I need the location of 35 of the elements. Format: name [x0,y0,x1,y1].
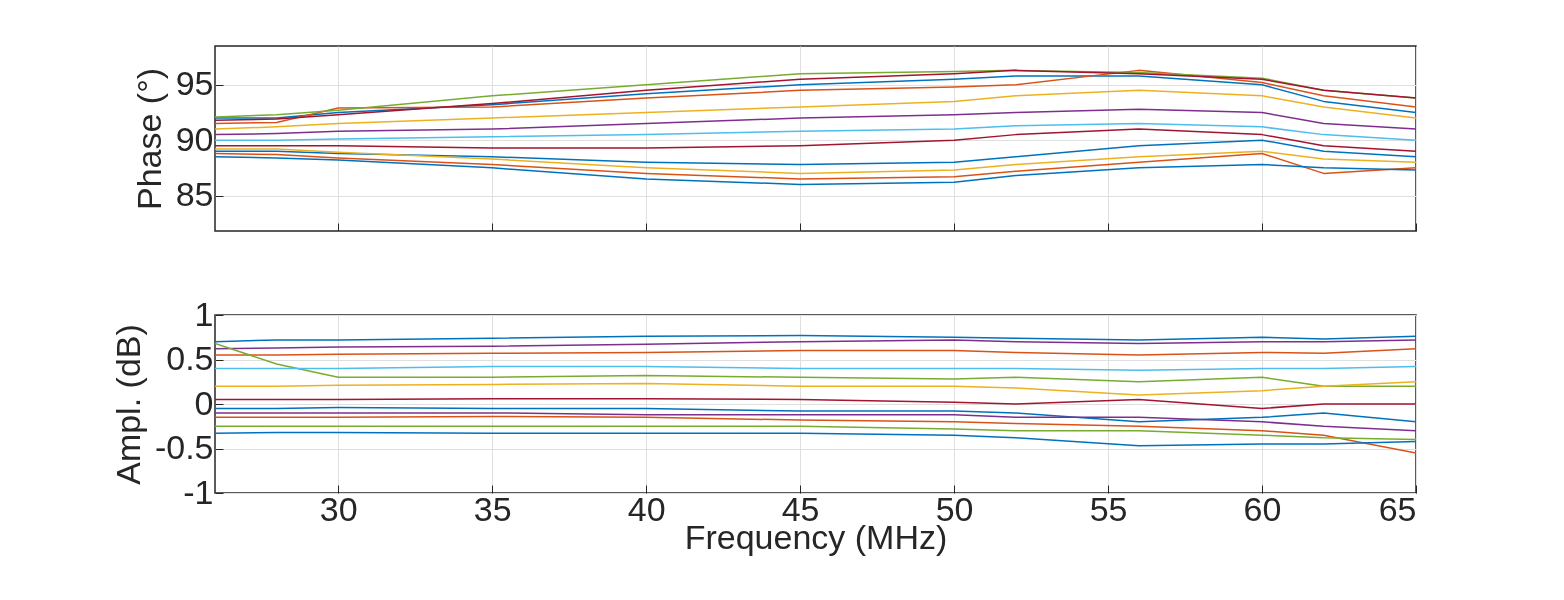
line-series [215,425,1416,441]
line-series [215,397,1416,410]
y-axis-title: Phase (°) [129,67,168,211]
y-tick-label: 95 [175,64,214,103]
y-tick-label: 0 [194,383,214,422]
y-tick-label: 0.5 [166,339,214,377]
line-series [215,108,1416,136]
line-series [215,381,1416,396]
line-series [215,431,1416,447]
y-axis-title: Ampl. (dB) [108,324,147,485]
y-tick-label: 85 [175,175,214,214]
line-series [215,415,1416,454]
line-series [215,152,1416,180]
line-series [215,342,1416,387]
x-tick-label: 60 [1243,489,1282,528]
line-series [215,139,1416,166]
line-series [215,148,1416,175]
line-series [215,339,1416,350]
x-tick-label: 55 [1089,489,1128,528]
line-series [215,348,1416,356]
y-tick-label: 90 [175,119,214,158]
line-series [215,406,1416,423]
line-series [215,156,1416,186]
x-tick-label: 40 [627,489,666,528]
x-tick-label: 65 [1378,489,1417,528]
line-series [215,128,1416,152]
y-tick-label: -0.5 [154,428,214,466]
y-tick-label: 1 [194,294,214,333]
x-tick-label: 30 [319,489,358,528]
line-series [215,334,1416,343]
y-tick-label: -1 [183,472,214,511]
line-series [215,412,1416,432]
line-series [215,122,1416,141]
x-tick-label: 35 [473,489,512,528]
line-series [215,89,1416,130]
